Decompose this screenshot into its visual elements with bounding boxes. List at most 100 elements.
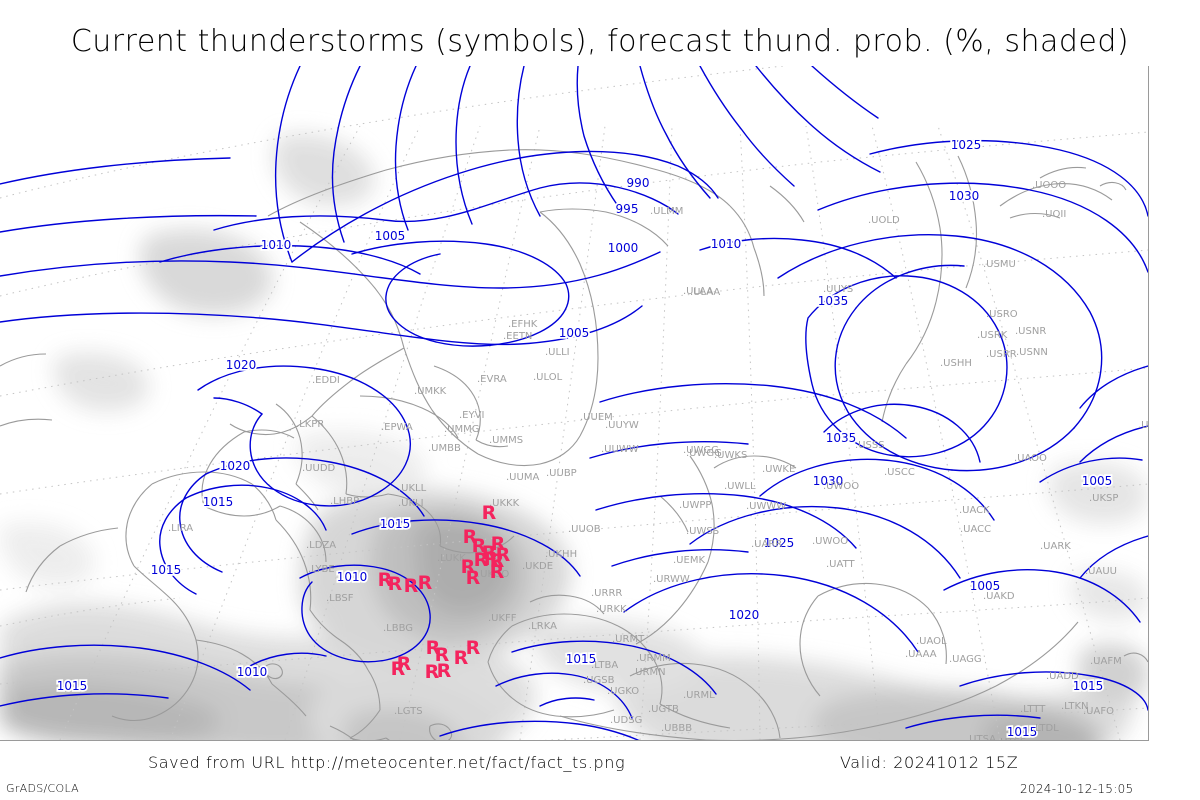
station-label: .UAGG bbox=[949, 654, 982, 665]
station-label: .UARK bbox=[1040, 541, 1071, 552]
station-label: .UUOB bbox=[568, 524, 601, 535]
saved-from-url-text: Saved from URL http://meteocenter.net/fa… bbox=[148, 753, 626, 772]
isobar-label: 1010 bbox=[337, 570, 368, 584]
isobar-layer bbox=[0, 66, 1148, 740]
thunderstorm-symbol: R bbox=[482, 502, 497, 524]
thunderstorm-symbol: R bbox=[484, 548, 499, 570]
station-label: .UKHH bbox=[545, 549, 577, 560]
station-label: .URML bbox=[683, 690, 715, 701]
isobar-label: 1025 bbox=[951, 138, 982, 152]
station-label: .LRKA bbox=[528, 621, 557, 632]
isobar-label: 1035 bbox=[826, 431, 857, 445]
station-label: .UARR bbox=[751, 539, 782, 550]
station-label: .UKLI bbox=[398, 498, 424, 509]
station-label: .UAOO bbox=[1014, 453, 1047, 464]
station-label: .LBSF bbox=[326, 593, 354, 604]
isobar-label: 1020 bbox=[729, 608, 760, 622]
station-label: .LTTT bbox=[1020, 704, 1046, 715]
station-label: .UMBB bbox=[428, 443, 461, 454]
thunderstorm-symbol: R bbox=[454, 647, 469, 669]
station-label: .UMMS bbox=[489, 435, 523, 446]
station-label: .UAAA bbox=[905, 649, 937, 660]
station-label: .USNR bbox=[1015, 326, 1046, 337]
station-label: .UWGG bbox=[686, 448, 722, 459]
thunderstorm-symbol: R bbox=[482, 542, 497, 564]
station-label-layer: .ULMM .EFHK.EETN .ULLI .ULAA .EVRA .ULOL .UMKK… bbox=[168, 180, 1148, 740]
station-label: .ULLI bbox=[545, 347, 570, 358]
station-label: .UKLL bbox=[398, 483, 427, 494]
station-label: .UDSG bbox=[610, 715, 642, 726]
station-label: .UWOO bbox=[823, 481, 859, 492]
thunderstorm-symbol: R bbox=[418, 572, 433, 594]
station-label: .UTSS bbox=[997, 737, 1026, 740]
station-label: .UKKK bbox=[489, 498, 520, 509]
station-label: .UTSA bbox=[966, 734, 996, 740]
thunderstorm-symbol: R bbox=[404, 575, 419, 597]
thunderstorm-symbol: R bbox=[378, 569, 393, 591]
isobar-label: 1010 bbox=[261, 238, 292, 252]
isobar-label-layer: 990 995 1000 1005 1005 1010 1010 1020 1020 1015 10… bbox=[55, 136, 1114, 740]
station-label: .UKDE bbox=[522, 561, 553, 572]
isobar-label: 990 bbox=[627, 176, 650, 190]
station-label: .UACK bbox=[959, 505, 990, 516]
station-label: .UAFM bbox=[1090, 656, 1122, 667]
station-label: .UKOO bbox=[477, 569, 509, 580]
station-label: .URMN bbox=[632, 667, 666, 678]
station-label: .LDZA bbox=[306, 540, 336, 551]
station-label: .USRO bbox=[986, 309, 1018, 320]
station-label: .UMMG bbox=[444, 424, 480, 435]
thunderstorm-symbol: R bbox=[425, 661, 440, 683]
station-label: .ULMM bbox=[650, 206, 683, 217]
station-label: .URWW bbox=[653, 574, 690, 585]
isobar-label: 1020 bbox=[220, 459, 251, 473]
probability-shading-layer bbox=[0, 133, 1148, 740]
station-label: .UGSB bbox=[583, 675, 615, 686]
station-label: .UATT bbox=[826, 559, 855, 570]
station-label: .EFHK bbox=[508, 319, 538, 330]
isobar-label: 1020 bbox=[226, 358, 257, 372]
station-label: .LBBG bbox=[383, 623, 413, 634]
valid-time-text: Valid: 20241012 15Z bbox=[840, 753, 1019, 772]
station-label: .UKSP bbox=[1089, 493, 1118, 504]
station-label: .UWSS bbox=[686, 526, 719, 537]
station-label: .ULAA bbox=[690, 287, 720, 298]
station-label: .UWOO bbox=[812, 536, 848, 547]
thunderstorm-symbol: R bbox=[463, 526, 478, 548]
station-label: .LYBE bbox=[308, 564, 335, 575]
isobar-label: 1010 bbox=[237, 665, 268, 679]
thunderstorm-symbol: R bbox=[426, 637, 441, 659]
thunderstorm-symbol: R bbox=[437, 660, 452, 682]
station-label: .UUWW bbox=[601, 444, 639, 455]
map-canvas[interactable]: 990 995 1000 1005 1005 1010 1010 1020 1020 1015 10… bbox=[0, 66, 1148, 740]
station-label: .USSS bbox=[855, 440, 885, 451]
thunderstorm-symbol: R bbox=[466, 567, 481, 589]
station-label: .UEMK bbox=[673, 555, 705, 566]
station-label: .LHBP bbox=[330, 496, 359, 507]
station-label: .EVRA bbox=[477, 374, 507, 385]
station-label: .LTKN bbox=[1061, 701, 1089, 712]
station-label: .UOII bbox=[1042, 209, 1066, 220]
station-label: .UWLL bbox=[724, 481, 756, 492]
station-label: .USCC bbox=[884, 467, 915, 478]
station-label: .UOOO bbox=[1032, 180, 1066, 191]
station-label: .UAOL bbox=[916, 636, 947, 647]
thunderstorm-symbol: R bbox=[391, 658, 406, 680]
isobar-label: 1005 bbox=[1082, 474, 1113, 488]
isobar-label: 1000 bbox=[608, 241, 639, 255]
station-label: .LIRA bbox=[168, 523, 193, 534]
thunderstorm-symbol: R bbox=[472, 535, 487, 557]
station-label: .EDDI bbox=[312, 375, 340, 386]
station-label: .USRK bbox=[977, 330, 1008, 341]
isobar-label: 1015 bbox=[566, 652, 597, 666]
station-label: .UUEM bbox=[580, 412, 613, 423]
station-label: .USRR bbox=[986, 349, 1017, 360]
station-label: .UOLD bbox=[868, 215, 900, 226]
station-label: .UUYW bbox=[605, 420, 639, 431]
thunderstorm-symbol: R bbox=[388, 573, 403, 595]
isobar-label: 1010 bbox=[711, 237, 742, 251]
station-label: .UAUU bbox=[1085, 566, 1117, 577]
isobar-label: 1005 bbox=[559, 326, 590, 340]
isobar-label: 1025 bbox=[764, 536, 795, 550]
station-label: .UWWW bbox=[746, 501, 786, 512]
